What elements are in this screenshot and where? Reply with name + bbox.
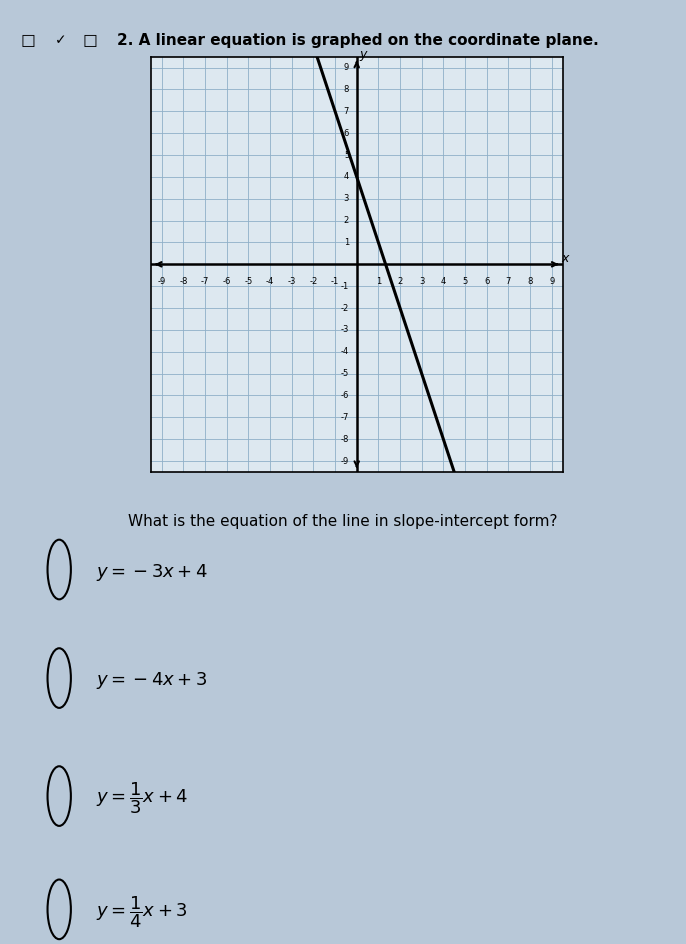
Text: $y = \dfrac{1}{3}x + 4$: $y = \dfrac{1}{3}x + 4$ xyxy=(96,781,188,817)
Text: What is the equation of the line in slope-intercept form?: What is the equation of the line in slop… xyxy=(128,514,558,530)
Text: 1: 1 xyxy=(344,238,349,247)
Text: -4: -4 xyxy=(341,347,349,356)
Text: $y = \dfrac{1}{4}x + 3$: $y = \dfrac{1}{4}x + 3$ xyxy=(96,894,188,930)
Text: y: y xyxy=(359,48,367,61)
Text: 7: 7 xyxy=(344,107,349,116)
Text: ☐: ☐ xyxy=(21,33,36,51)
Text: -7: -7 xyxy=(341,413,349,422)
Text: 4: 4 xyxy=(344,173,349,181)
Text: -5: -5 xyxy=(341,369,349,379)
Text: -3: -3 xyxy=(341,326,349,334)
Text: x: x xyxy=(561,252,569,265)
Text: 1: 1 xyxy=(376,278,381,286)
Text: -1: -1 xyxy=(341,281,349,291)
Text: 3: 3 xyxy=(344,194,349,203)
Text: 2: 2 xyxy=(344,216,349,225)
Text: -9: -9 xyxy=(341,457,349,465)
Text: 5: 5 xyxy=(344,150,349,160)
Text: -8: -8 xyxy=(179,278,187,286)
Text: -6: -6 xyxy=(222,278,231,286)
Text: -2: -2 xyxy=(309,278,318,286)
Text: -1: -1 xyxy=(331,278,339,286)
Text: -3: -3 xyxy=(287,278,296,286)
Text: ☐: ☐ xyxy=(82,33,97,51)
Text: 8: 8 xyxy=(528,278,533,286)
Text: -8: -8 xyxy=(341,434,349,444)
Text: 6: 6 xyxy=(484,278,489,286)
Text: 3: 3 xyxy=(419,278,425,286)
Text: -4: -4 xyxy=(266,278,274,286)
Text: -7: -7 xyxy=(201,278,209,286)
Text: -6: -6 xyxy=(341,391,349,400)
Text: 8: 8 xyxy=(344,85,349,94)
Text: $y = -3x + 4$: $y = -3x + 4$ xyxy=(96,562,208,582)
Text: 2. A linear equation is graphed on the coordinate plane.: 2. A linear equation is graphed on the c… xyxy=(117,33,598,48)
Text: ✓: ✓ xyxy=(55,33,67,47)
Text: 2: 2 xyxy=(397,278,403,286)
Text: -5: -5 xyxy=(244,278,252,286)
Text: -2: -2 xyxy=(341,304,349,312)
Text: 4: 4 xyxy=(440,278,446,286)
Text: 9: 9 xyxy=(344,63,349,72)
Text: $y = -4x + 3$: $y = -4x + 3$ xyxy=(96,670,208,691)
Text: 5: 5 xyxy=(462,278,468,286)
Text: -9: -9 xyxy=(158,278,166,286)
Text: 9: 9 xyxy=(549,278,554,286)
Text: 7: 7 xyxy=(506,278,511,286)
Text: 6: 6 xyxy=(344,128,349,138)
